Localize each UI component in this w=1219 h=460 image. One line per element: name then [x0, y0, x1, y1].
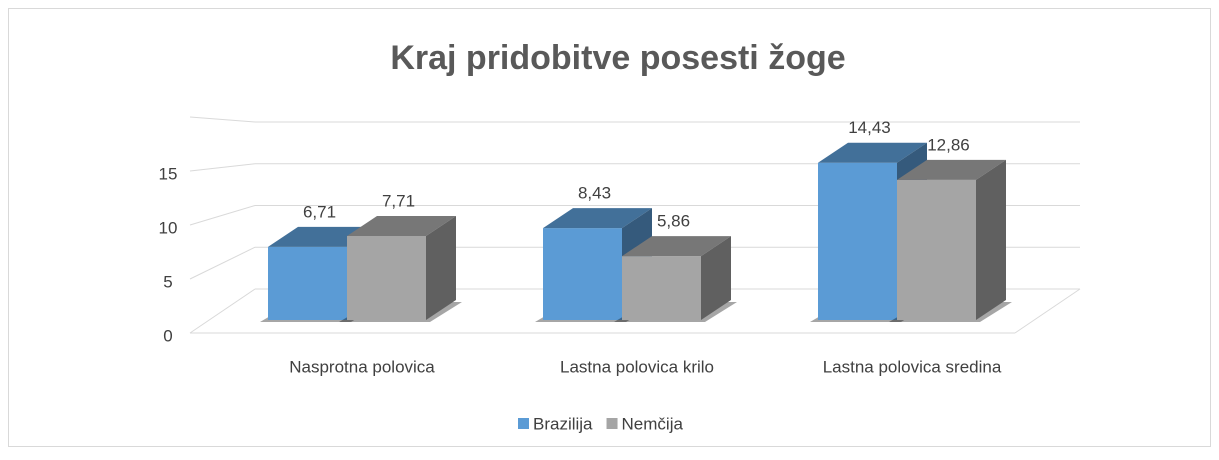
y-tick-label: 5 — [163, 272, 172, 291]
bar-top — [347, 215, 456, 236]
x-tick-label: Nasprotna polovica — [289, 357, 435, 376]
x-tick-label: Lastna polovica sredina — [823, 357, 1002, 376]
bar-front — [818, 162, 897, 320]
legend-swatch — [606, 418, 618, 429]
y-tick-label: 10 — [159, 218, 178, 237]
chart-title: Kraj pridobitve posesti žoge — [390, 39, 845, 77]
bar-front — [543, 228, 622, 320]
wall-edge — [189, 116, 256, 123]
bar-side — [426, 215, 456, 320]
bar-top — [543, 208, 652, 229]
legend-swatch — [518, 418, 529, 429]
value-label: 6,71 — [303, 202, 336, 221]
bar-top — [622, 236, 731, 257]
grid-line — [189, 163, 256, 172]
bar-front — [897, 179, 976, 320]
grid-line — [189, 205, 256, 226]
value-label: 12,86 — [927, 135, 970, 154]
floor-edge — [1014, 288, 1081, 334]
bar-front — [268, 246, 347, 320]
legend-label: Nemčija — [622, 414, 684, 433]
value-label: 14,43 — [848, 118, 891, 137]
x-tick-label: Lastna polovica krilo — [560, 357, 714, 376]
y-tick-label: 0 — [163, 326, 172, 345]
value-label: 7,71 — [382, 191, 415, 210]
bar-front — [622, 256, 701, 320]
bar-front — [347, 235, 426, 320]
grid-line — [189, 246, 256, 280]
bar-side — [976, 159, 1006, 320]
grid-line — [189, 288, 256, 334]
bar-top — [818, 142, 927, 163]
value-label: 5,86 — [657, 212, 690, 231]
legend-label: Brazilija — [533, 414, 593, 433]
bar-top — [897, 159, 1006, 180]
value-label: 8,43 — [578, 184, 611, 203]
y-tick-label: 15 — [159, 164, 178, 183]
bar-side — [701, 236, 731, 320]
